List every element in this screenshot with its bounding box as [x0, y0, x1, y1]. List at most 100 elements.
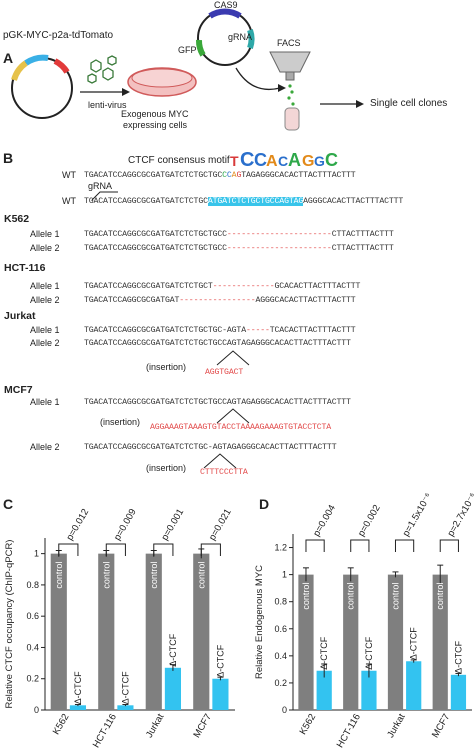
bar — [298, 574, 314, 710]
panel-d-label: D — [259, 496, 270, 512]
svg-text:C: C — [254, 150, 267, 170]
allele-seq: TGACATCCAGGCGCGATGATCTCTGCTGCC----------… — [84, 230, 394, 239]
seq-part: GCACACTTACTTTACTTT — [274, 282, 361, 291]
allele-label: Allele 2 — [30, 243, 60, 253]
series-label: Δ-CTCF — [319, 636, 329, 670]
bar — [361, 670, 377, 710]
category-label: K562 — [51, 712, 72, 737]
petri-dish-icon — [127, 67, 197, 97]
y-tick-label: 0.2 — [274, 678, 287, 688]
bar — [212, 678, 229, 710]
category-label: K562 — [298, 712, 319, 737]
seq-part: CTTACTTTACTTT — [331, 230, 394, 239]
insertion-label: (insertion) — [146, 362, 187, 372]
y-tick-label: 1 — [34, 549, 39, 559]
bar — [69, 705, 86, 710]
seq-part: TGACATCCAGGCGCGATGATCTCTGCTGC — [84, 171, 223, 180]
svg-text:T: T — [230, 153, 239, 169]
svg-text:G: G — [302, 153, 314, 170]
grna-highlight: ATGATCTCTGCTGCCAGTAG — [207, 197, 304, 206]
bar — [316, 670, 332, 710]
deletion: ------------- — [212, 282, 275, 291]
series-label: Δ-CTCF — [409, 627, 419, 661]
cas9-label: CAS9 — [214, 0, 238, 10]
chart-d: 0 0.2 0.4 0.6 0.8 1 1.2 Relative Endogenous MYC… — [254, 491, 474, 750]
allele-label: Allele 1 — [30, 229, 60, 239]
y-axis-label: Relative CTCF occupancy (ChIP-qPCR) — [4, 540, 15, 709]
insertion-caret — [203, 453, 237, 469]
grna-bracket — [91, 191, 118, 201]
significance-bracket — [58, 543, 79, 556]
bar — [164, 667, 181, 710]
y-tick-label: 0.2 — [26, 674, 39, 684]
seq-part: TCACACTTACTTTACTTT — [269, 326, 356, 335]
series-label: control — [346, 583, 356, 610]
motif-logo: T C C A C A G G C — [230, 149, 338, 170]
y-tick-label: 0.4 — [274, 651, 287, 661]
grna-label-a: gRNA — [228, 32, 253, 42]
seq-part: A — [231, 171, 237, 180]
allele-seq: TGACATCCAGGCGCGATGATCTCTGCTGC-AGTA-----T… — [84, 326, 356, 335]
series-label: Δ-CTCF — [364, 636, 374, 670]
series-label: control — [390, 583, 400, 610]
seq-part: TGACATCCAGGCGCGATGATCTCTGCTGCCAGTAGAGGGC… — [84, 398, 351, 407]
seq-part: AGGGCACACTTACTTTACTTT — [303, 197, 404, 206]
cas9-plasmid-icon — [196, 8, 255, 66]
allele-label: Allele 1 — [30, 325, 60, 335]
bar — [387, 574, 404, 710]
gfp-label: GFP — [178, 45, 197, 55]
y-tick-label: 1 — [282, 570, 287, 580]
y-tick-label: 0.8 — [26, 580, 39, 590]
significance-bracket — [305, 539, 325, 552]
wt-seq-1: TGACATCCAGGCGCGATGATCTCTGCTGCCCAGTAGAGGG… — [84, 171, 356, 180]
seq-part: AGGGCACACTTACTTTACTTT — [255, 296, 356, 305]
series-label: control — [301, 583, 311, 610]
sample-name: MCF7 — [4, 384, 33, 396]
y-axis-label: Relative Endogenous MYC — [254, 565, 265, 679]
insertion-label: (insertion) — [146, 463, 187, 473]
y-tick-label: 0 — [34, 705, 39, 715]
series-label: control — [435, 583, 445, 610]
allele-label: Allele 1 — [30, 397, 60, 407]
series-label: control — [196, 562, 206, 589]
p-value: p=0.012 — [64, 507, 91, 542]
svg-text:A: A — [288, 150, 301, 170]
category-label: Jurkat — [385, 712, 408, 740]
sample-name: K562 — [4, 213, 30, 225]
category-label: HCT-116 — [335, 712, 363, 750]
y-tick-label: 1.2 — [274, 543, 287, 553]
category-label: HCT-116 — [91, 712, 119, 750]
svg-text:C: C — [240, 149, 254, 170]
significance-bracket — [105, 543, 126, 556]
bar — [145, 553, 162, 710]
significance-bracket — [200, 543, 221, 556]
allele-seq: TGACATCCAGGCGCGATGAT----------------AGGG… — [84, 296, 356, 305]
significance-bracket — [394, 539, 415, 552]
wt-seq-2: TGACATCCAGGCGCGATGATCTCTGCATGATCTCTGCTGC… — [84, 197, 403, 206]
dish-label-2: expressing cells — [123, 120, 188, 130]
y-tick-label: 0.4 — [26, 642, 39, 652]
wt-label-1: WT — [62, 170, 76, 180]
series-label: Δ-CTCF — [120, 671, 130, 705]
panel-c-label: C — [3, 496, 14, 512]
panel-a-label: A — [3, 50, 14, 66]
facs-label: FACS — [277, 38, 301, 48]
series-label: Δ-CTCF — [168, 633, 178, 667]
virus-label: lenti-virus — [88, 100, 127, 110]
deletion: ---------------------- — [226, 230, 332, 239]
svg-text:A: A — [266, 153, 278, 170]
allele-label: Allele 2 — [30, 442, 60, 452]
sample-name: HCT-116 — [4, 262, 46, 274]
clones-label: Single cell clones — [370, 98, 448, 109]
grna-label-b: gRNA — [88, 181, 113, 191]
series-label: Δ-CTCF — [73, 671, 83, 705]
seq-part: CTTACTTTACTTT — [331, 244, 394, 253]
seq-part: G — [236, 171, 242, 180]
insertion-seq: AGGTGACT — [205, 368, 244, 377]
p-value: p=0.002 — [356, 503, 383, 538]
seq-part: TGACATCCAGGCGCGATGATCTCTGC-AGTAGAGGGCACA… — [84, 443, 337, 452]
bar — [450, 674, 467, 710]
p-value: p=0.009 — [112, 507, 139, 542]
y-tick-label: 0.6 — [274, 624, 287, 634]
bar — [50, 553, 67, 710]
